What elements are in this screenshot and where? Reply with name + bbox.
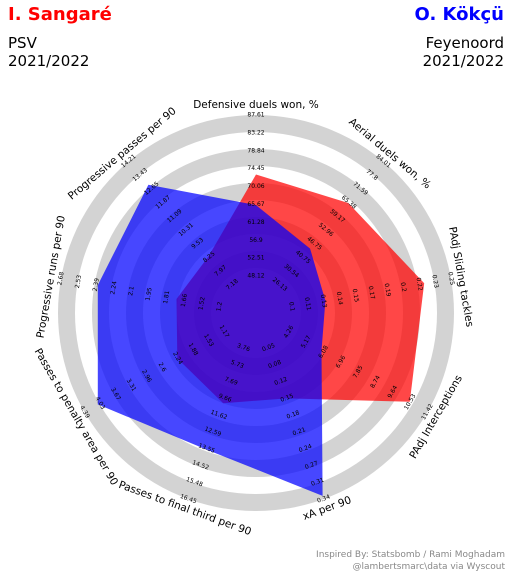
player1-team: PSV (8, 34, 37, 52)
tick-label: 0.31 (310, 477, 325, 488)
tick-label: 0.08 (267, 359, 282, 370)
tick-label: 9.66 (218, 393, 233, 404)
player1-season: 2021/2022 (8, 52, 90, 70)
tick-label: 2.24 (109, 281, 118, 296)
tick-label: 70.06 (247, 183, 264, 190)
tick-label: 74.45 (247, 165, 264, 172)
credit-line-1: Inspired By: Statsbomb / Rami Moghadam (316, 550, 505, 560)
tick-label: 1.52 (197, 296, 206, 311)
tick-label: 0.13 (319, 294, 328, 309)
tick-label: 7.69 (224, 376, 239, 387)
tick-label: 0.24 (298, 443, 313, 454)
tick-label: 52.51 (247, 255, 264, 262)
tick-label: 65.67 (247, 201, 264, 208)
tick-label: 56.9 (249, 237, 263, 244)
tick-label: 0.2 (399, 282, 408, 293)
tick-label: 0.22 (414, 277, 423, 292)
tick-label: 2.68 (56, 271, 65, 286)
tick-label: 83.22 (247, 129, 264, 136)
player2-team: Feyenoord (425, 34, 504, 52)
tick-label: 0.15 (280, 393, 295, 404)
credit-note: Inspired By: Statsbomb / Rami Moghadam @… (316, 549, 505, 573)
tick-label: 0.17 (367, 286, 376, 301)
tick-label: 0.23 (430, 274, 439, 289)
tick-label: 0.18 (286, 409, 301, 420)
tick-label: 48.12 (247, 273, 264, 280)
tick-label: 0.19 (383, 283, 392, 298)
tick-label: 61.28 (247, 219, 264, 226)
tick-label: 5.73 (230, 359, 245, 370)
tick-label: 2.39 (92, 277, 101, 292)
tick-label: 0.1 (287, 301, 296, 312)
tick-label: 1.2 (215, 301, 224, 312)
tick-label: 2.6 (157, 361, 168, 373)
credit-line-2: @lambertsmarc\data via Wyscout (352, 562, 506, 572)
tick-label: 1.95 (144, 287, 153, 302)
tick-label: 2.53 (74, 274, 83, 289)
tick-label: 0.25 (446, 271, 455, 286)
tick-label: 0.05 (261, 342, 276, 353)
tick-label: 0.11 (303, 297, 312, 312)
player2-season: 2021/2022 (422, 52, 504, 70)
player2-name: O. Kökçü (414, 4, 504, 25)
tick-label: 1.81 (162, 290, 171, 305)
tick-label: 87.61 (247, 112, 264, 119)
tick-label: 0.15 (351, 288, 360, 303)
axis-label: Defensive duels won, % (193, 99, 319, 111)
tick-label: 0.14 (335, 291, 344, 306)
tick-label: 0.21 (292, 426, 307, 437)
tick-label: 78.84 (247, 147, 264, 154)
tick-label: 0.34 (316, 493, 331, 504)
tick-label: 0.12 (273, 376, 288, 387)
tick-label: 2.1 (127, 286, 136, 297)
player1-name: I. Sangaré (8, 4, 112, 25)
tick-label: 3.76 (236, 342, 251, 353)
tick-label: 1.66 (180, 293, 189, 308)
tick-label: 0.27 (304, 460, 319, 471)
series-polygon-2 (97, 184, 326, 496)
